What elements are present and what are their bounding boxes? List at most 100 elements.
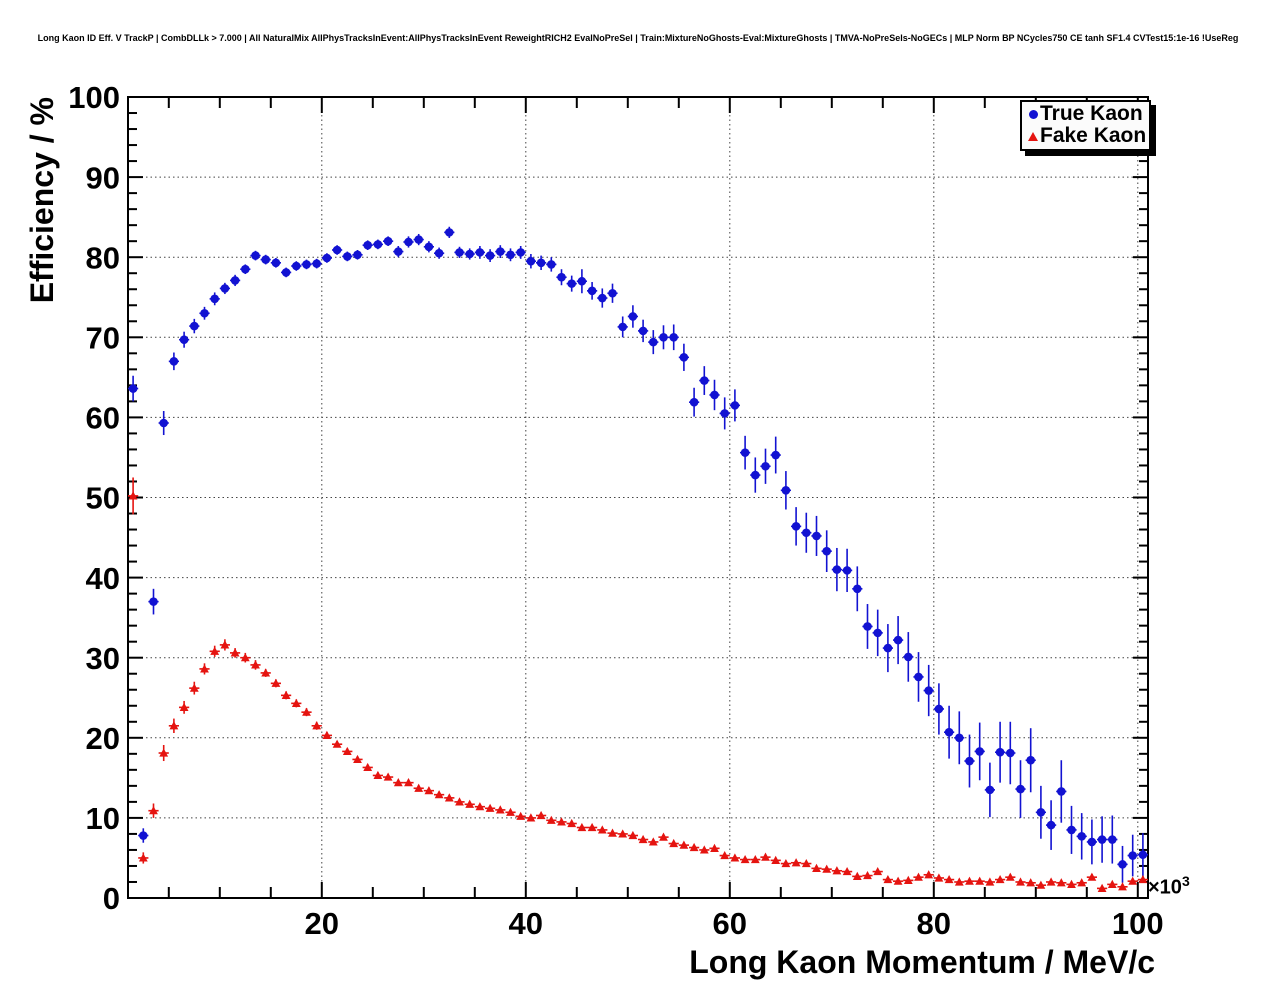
fake-kaon-data-point [1087, 872, 1097, 881]
fake-kaon-data-point [659, 832, 668, 841]
fake-kaon-data-point [648, 837, 658, 846]
fake-kaon-data-point [414, 783, 424, 792]
true-kaon-data-point [598, 293, 607, 303]
x-axis-multiplier-base: ×10 [1148, 876, 1182, 899]
fake-kaon-data-point [750, 854, 760, 864]
legend-entry-true-kaon: True Kaon [1022, 103, 1149, 125]
true-kaon-data-point [312, 259, 322, 268]
fake-kaon-data-point [965, 876, 974, 885]
fake-kaon-data-point [404, 778, 413, 787]
true-kaon-data-point [251, 251, 260, 260]
true-kaon-data-point [322, 253, 332, 263]
fake-kaon-data-point [893, 876, 903, 885]
fake-kaon-data-point [1016, 877, 1025, 886]
fake-kaon-data-point [200, 664, 209, 673]
fake-kaon-data-point [791, 858, 801, 867]
fake-kaon-data-point [740, 854, 750, 864]
true-kaon-data-point [955, 733, 964, 743]
y-tick-label: 70 [86, 320, 120, 355]
fake-kaon-data-point [536, 810, 546, 820]
y-tick-label: 80 [86, 240, 120, 275]
y-tick-label: 0 [103, 881, 120, 916]
true-kaon-data-point [628, 312, 638, 321]
fake-kaon-data-point [669, 838, 679, 848]
fake-kaon-data-point [485, 803, 495, 812]
true-kaon-data-point [883, 643, 893, 653]
y-tick-label: 100 [68, 80, 120, 115]
fake-kaon-data-point [771, 855, 781, 864]
fake-kaon-data-point [149, 806, 158, 815]
fake-kaon-data-point [424, 786, 434, 795]
true-kaon-data-point [271, 258, 281, 268]
fake-kaon-data-point [169, 721, 179, 730]
true-kaon-data-point [302, 260, 311, 269]
fake-kaon-data-point [934, 873, 944, 882]
fake-kaon-data-point [1056, 878, 1066, 887]
x-tick-label: 80 [917, 906, 951, 941]
fake-kaon-data-point [944, 874, 954, 884]
true-kaon-data-point [292, 261, 301, 271]
fake-kaon-data-point [220, 640, 230, 649]
true-kaon-data-point [455, 248, 464, 257]
series-true-kaon [128, 226, 1148, 883]
true-kaon-data-point [914, 672, 923, 682]
true-kaon-data-point [506, 250, 515, 260]
fake-kaon-data-point [608, 828, 617, 837]
true-kaon-data-point [149, 597, 158, 606]
true-kaon-data-point [424, 242, 434, 252]
fake-kaon-data-point [730, 853, 740, 862]
legend-label-true-kaon: True Kaon [1040, 102, 1143, 125]
fake-kaon-data-point [475, 802, 485, 811]
fake-kaon-data-point [189, 683, 199, 692]
true-kaon-data-point [169, 357, 179, 366]
true-kaon-data-point [567, 279, 576, 288]
true-kaon-data-point [159, 418, 168, 428]
true-kaon-data-point [975, 747, 984, 756]
true-kaon-data-point [802, 528, 811, 538]
fake-kaon-data-point [577, 822, 587, 832]
true-kaon-data-point [1097, 835, 1107, 844]
fake-kaon-data-point [597, 825, 607, 834]
true-kaon-data-point [281, 268, 291, 277]
true-kaon-data-point [700, 376, 709, 385]
fake-kaon-data-point [1128, 876, 1138, 885]
legend: True Kaon Fake Kaon [1020, 100, 1151, 151]
true-kaon-data-point [465, 249, 475, 259]
fake-kaon-data-point [516, 811, 526, 820]
true-kaon-data-point [1006, 748, 1015, 758]
fake-kaon-data-point [506, 807, 515, 816]
axis-ticks [128, 96, 1148, 899]
true-kaon-data-point [904, 652, 913, 662]
y-tick-label: 10 [86, 801, 120, 836]
y-tick-label: 90 [86, 160, 120, 195]
legend-entry-fake-kaon: Fake Kaon [1022, 125, 1149, 147]
fake-kaon-data-point [1118, 882, 1127, 891]
true-kaon-data-point [710, 390, 719, 400]
y-tick-label: 50 [86, 481, 120, 516]
fake-kaon-data-point [291, 698, 301, 707]
true-kaon-data-point [1087, 837, 1097, 847]
fake-kaon-data-point [995, 874, 1005, 884]
fake-kaon-data-point [526, 813, 536, 822]
fake-kaon-data-point [332, 739, 342, 748]
y-tick-labels: 0 10 20 30 40 50 60 70 80 90 100 [68, 80, 120, 916]
true-kaon-data-point [445, 228, 454, 237]
fake-kaon-data-point [1026, 878, 1036, 887]
true-kaon-data-point [526, 256, 536, 266]
true-kaon-data-point [577, 276, 587, 286]
true-kaon-data-point [516, 248, 525, 257]
fake-kaon-data-point [271, 678, 281, 687]
fake-kaon-data-point [1097, 883, 1107, 892]
fake-kaon-data-point [567, 818, 577, 828]
true-kaon-data-point [618, 322, 627, 332]
fake-kaon-data-point [251, 660, 260, 669]
fake-kaon-data-point [138, 853, 148, 862]
fake-kaon-data-point [363, 762, 373, 772]
fake-kaon-data-point [302, 707, 311, 716]
true-kaon-data-point [985, 785, 995, 795]
fake-kaon-data-point [801, 858, 811, 868]
fake-kaon-data-point [975, 876, 985, 885]
fake-kaon-data-point [240, 653, 250, 662]
fake-kaon-data-point [128, 491, 138, 500]
fake-kaon-data-point [832, 866, 842, 875]
